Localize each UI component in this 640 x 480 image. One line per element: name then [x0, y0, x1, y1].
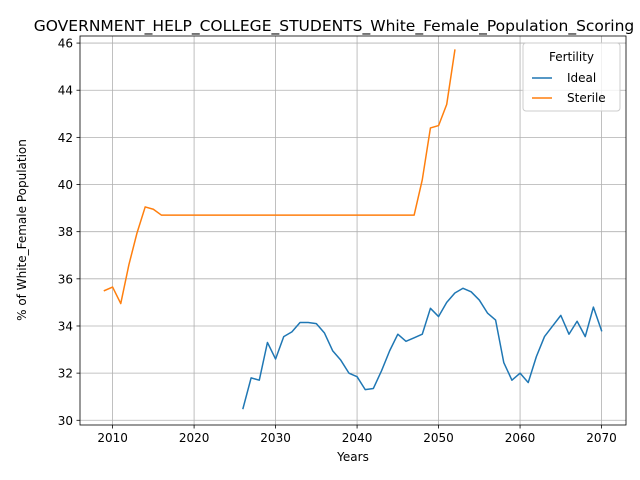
y-tick-label: 32	[58, 367, 73, 381]
y-tick-label: 36	[58, 272, 73, 286]
y-tick-label: 42	[58, 131, 73, 145]
x-tick-label: 2050	[423, 431, 454, 445]
series-layer	[103, 49, 603, 410]
y-tick-label: 34	[58, 319, 73, 333]
x-axis-label: Years	[336, 450, 369, 464]
y-tick-label: 38	[58, 225, 73, 239]
legend-title: Fertility	[549, 50, 594, 64]
y-axis-label: % of White_Female Population	[15, 139, 29, 321]
grid-lines	[80, 36, 626, 425]
y-tick-label: 40	[58, 178, 73, 192]
y-tick-label: 44	[58, 84, 73, 98]
x-axis-ticks: 2010 2020 2030 2040 2050 2060 2070	[97, 425, 617, 445]
legend-label-sterile: Sterile	[567, 91, 606, 105]
x-tick-label: 2020	[179, 431, 210, 445]
legend: Fertility Ideal Sterile	[522, 42, 621, 112]
series-line-ideal	[242, 287, 603, 410]
y-axis-ticks: 30 32 34 36 38 40 42 44 46	[58, 37, 80, 428]
y-tick-label: 30	[58, 414, 73, 428]
chart-title: GOVERNMENT_HELP_COLLEGE_STUDENTS_White_F…	[34, 17, 635, 36]
x-tick-label: 2030	[260, 431, 291, 445]
plot-frame	[79, 35, 627, 426]
legend-box	[522, 42, 621, 112]
series-line-sterile	[103, 49, 456, 305]
x-tick-label: 2070	[586, 431, 617, 445]
x-tick-label: 2040	[342, 431, 373, 445]
y-tick-label: 46	[58, 37, 73, 51]
x-tick-label: 2060	[505, 431, 536, 445]
legend-label-ideal: Ideal	[567, 71, 596, 85]
x-tick-label: 2010	[97, 431, 128, 445]
